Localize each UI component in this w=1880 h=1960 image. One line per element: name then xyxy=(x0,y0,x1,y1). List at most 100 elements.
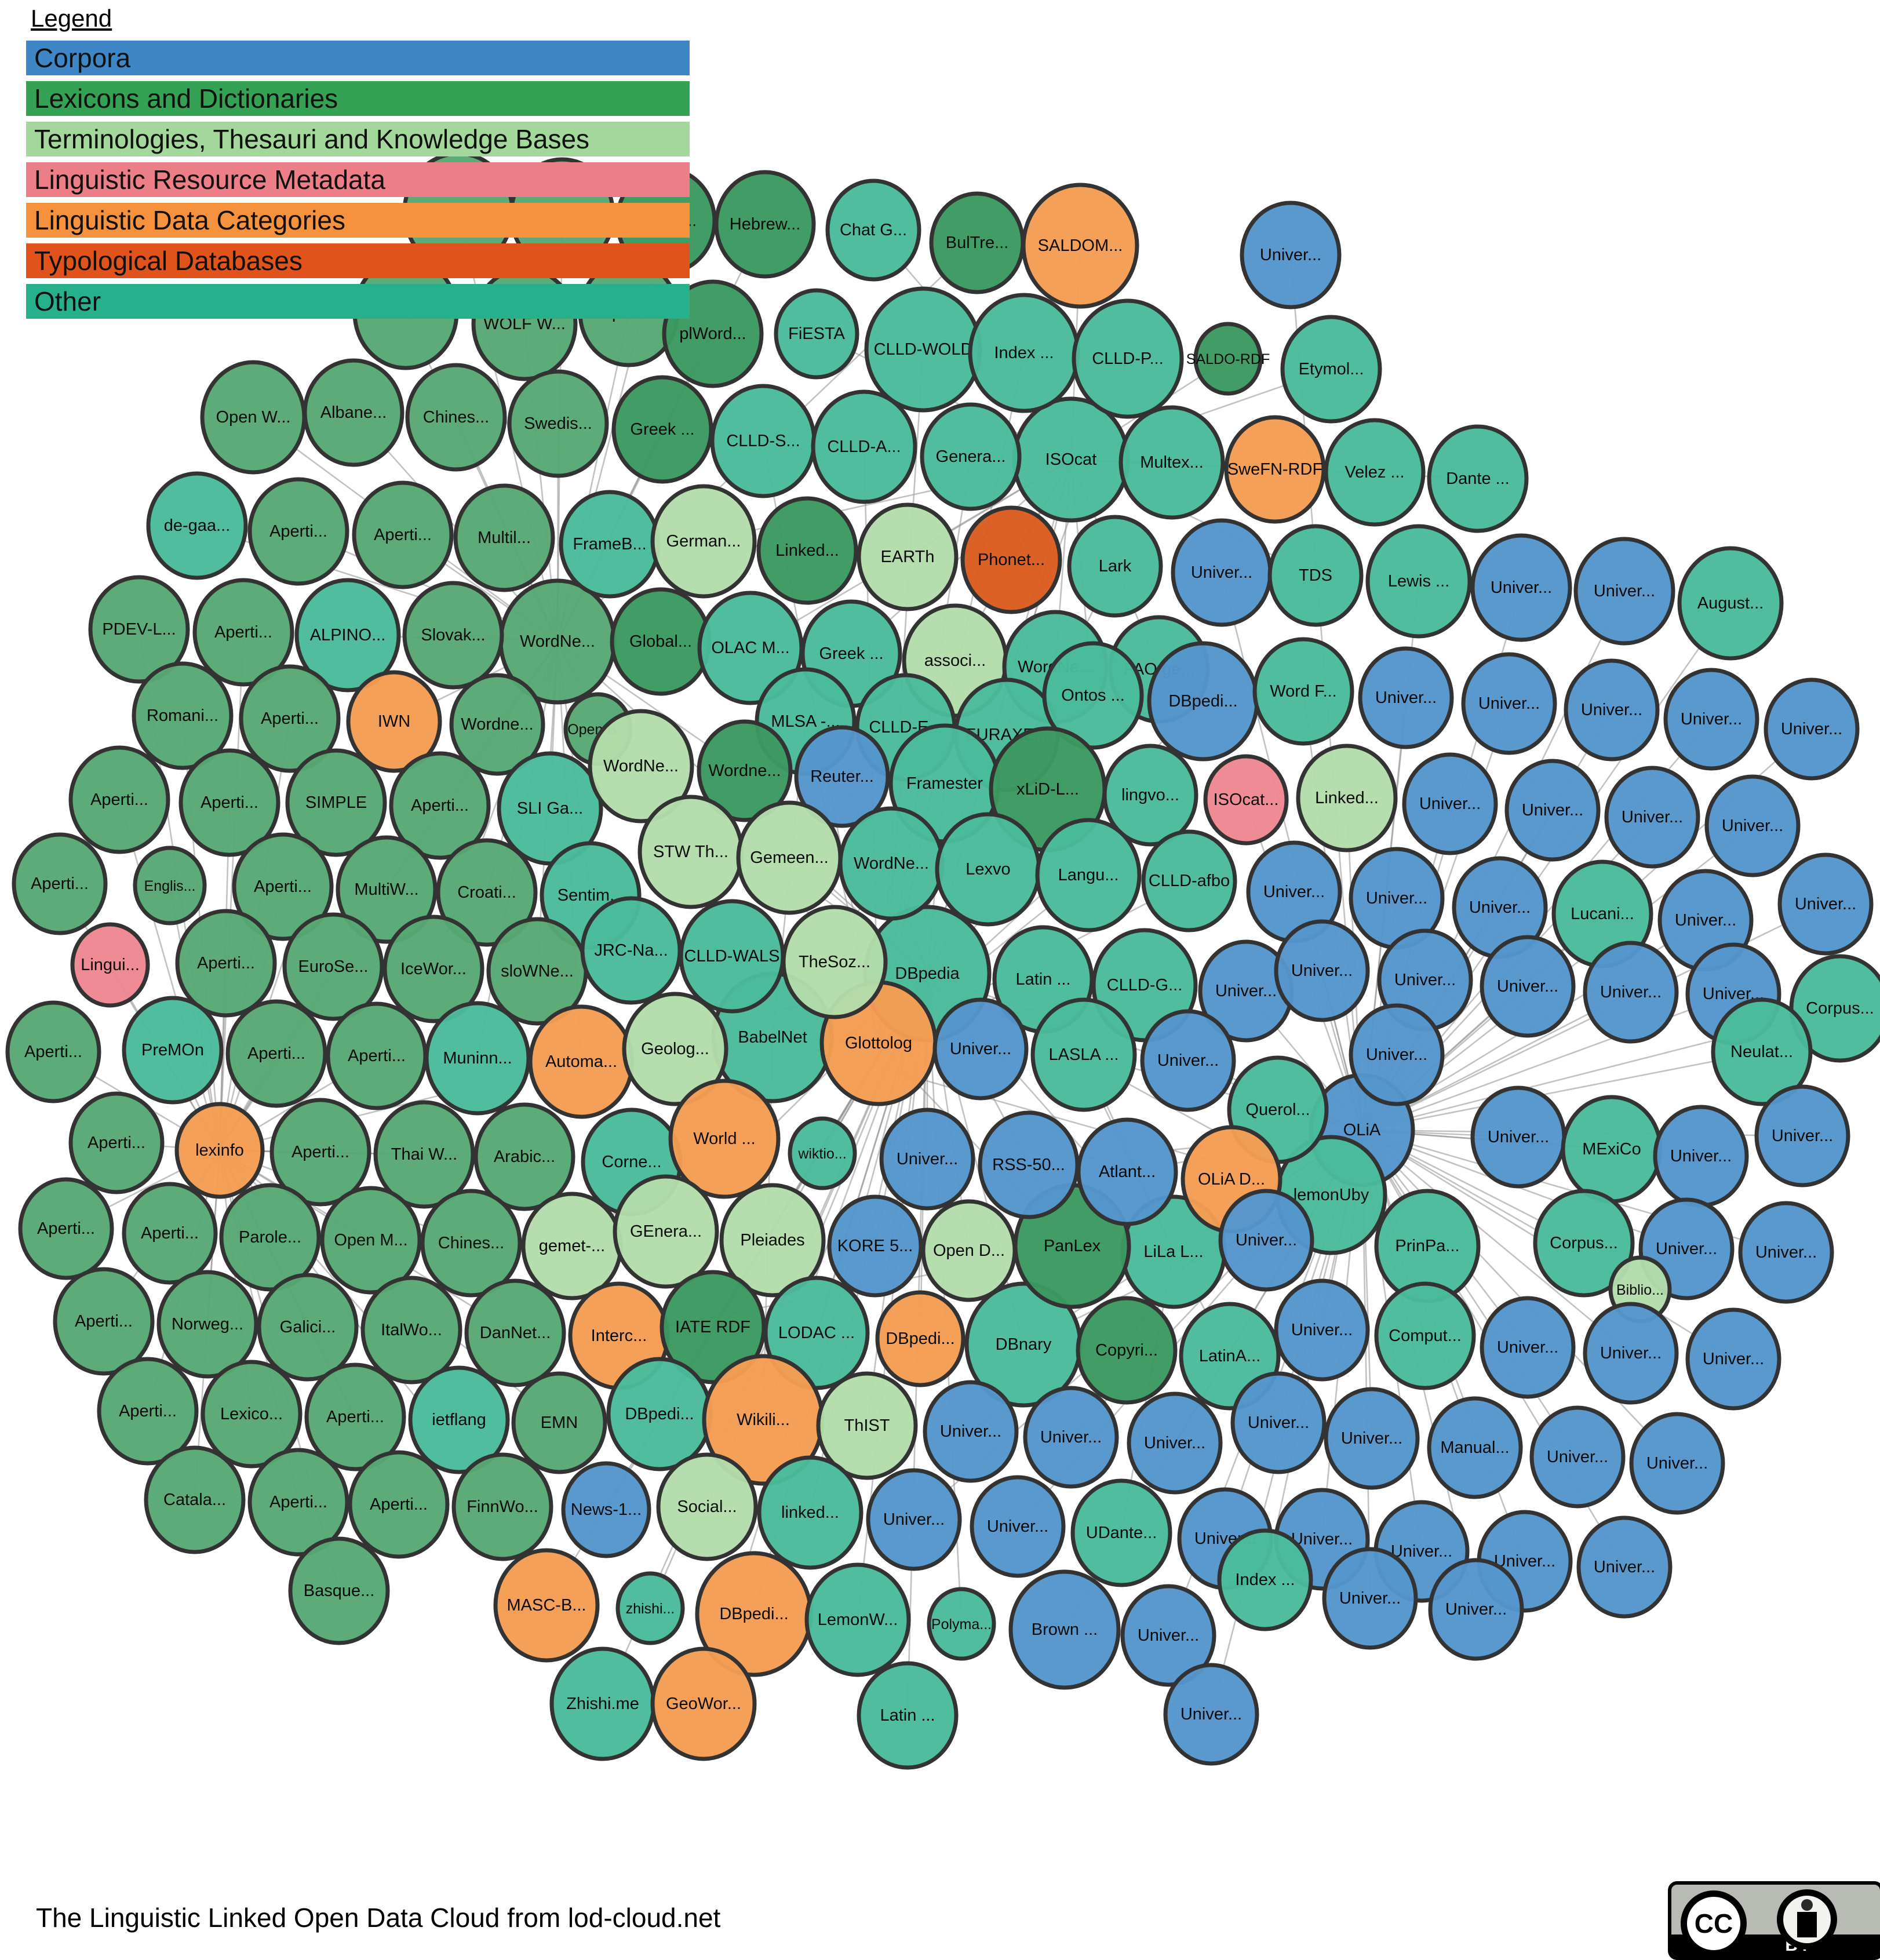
graph-node-thai-w[interactable]: Thai W... xyxy=(373,1100,475,1209)
graph-node-lemonw[interactable]: LemonW... xyxy=(804,1562,911,1677)
graph-node-aperti[interactable]: Aperti... xyxy=(352,480,454,589)
node-circle[interactable] xyxy=(348,1450,450,1559)
graph-node-atlant[interactable]: Atlant... xyxy=(1076,1117,1178,1226)
graph-node-slovak[interactable]: Slovak... xyxy=(402,581,504,690)
graph-node-univer[interactable]: Univer... xyxy=(1171,518,1273,627)
node-circle[interactable] xyxy=(1738,1201,1834,1304)
graph-node-word-f[interactable]: Word F... xyxy=(1252,637,1354,746)
node-circle[interactable] xyxy=(1070,1478,1172,1587)
node-circle[interactable] xyxy=(1427,1396,1523,1499)
graph-node-alpino[interactable]: ALPINO... xyxy=(294,578,401,693)
node-circle[interactable] xyxy=(921,1199,1017,1302)
graph-node-aperti[interactable]: Aperti... xyxy=(178,748,280,857)
node-circle[interactable] xyxy=(269,1098,371,1207)
graph-node-multiw[interactable]: MultiW... xyxy=(336,835,438,944)
graph-node-univer[interactable]: Univer... xyxy=(1274,919,1370,1022)
graph-node-open-m[interactable]: Open M... xyxy=(320,1186,422,1295)
node-circle[interactable] xyxy=(174,1102,265,1199)
graph-node-univer[interactable]: Univer... xyxy=(1324,1387,1420,1490)
cc-by-license-badge[interactable]: CC BY xyxy=(1668,1881,1880,1960)
graph-node-pleiades[interactable]: Pleiades xyxy=(719,1183,826,1298)
graph-node-aperti[interactable]: Aperti... xyxy=(247,1448,349,1557)
node-circle[interactable] xyxy=(1076,1117,1178,1226)
graph-node-lexinfo[interactable]: lexinfo xyxy=(174,1102,265,1199)
graph-node-aperti[interactable]: Aperti... xyxy=(68,745,170,854)
node-circle[interactable] xyxy=(1140,1009,1236,1112)
graph-node-dbpedi[interactable]: DBpedi... xyxy=(875,1290,965,1387)
node-circle[interactable] xyxy=(405,363,507,472)
node-circle[interactable] xyxy=(219,1183,321,1292)
node-circle[interactable] xyxy=(970,1475,1066,1578)
graph-node-sli-ga[interactable]: SLI Ga... xyxy=(497,751,603,866)
graph-node-geolog[interactable]: Geolog... xyxy=(622,992,728,1106)
graph-node-premon[interactable]: PreMOn xyxy=(122,996,224,1105)
graph-node-reuter[interactable]: Reuter... xyxy=(794,725,890,828)
graph-node-norweg[interactable]: Norweg... xyxy=(156,1270,258,1379)
node-circle[interactable] xyxy=(511,1371,607,1474)
graph-node-tds[interactable]: TDS xyxy=(1267,524,1364,627)
graph-node-rss-50[interactable]: RSS-50... xyxy=(978,1110,1080,1219)
node-circle[interactable] xyxy=(781,905,888,1019)
graph-node-aperti[interactable]: Aperti... xyxy=(225,999,327,1108)
node-circle[interactable] xyxy=(757,1455,864,1570)
node-circle[interactable] xyxy=(811,389,917,504)
graph-node-thesoz[interactable]: TheSoz... xyxy=(781,905,888,1019)
node-circle[interactable] xyxy=(1224,415,1326,524)
graph-node-lingui[interactable]: Lingui... xyxy=(70,922,150,1008)
graph-node-isocat[interactable]: ISOcat xyxy=(1012,396,1130,523)
graph-node-index[interactable]: Index ... xyxy=(968,293,1080,413)
node-circle[interactable] xyxy=(464,1278,566,1387)
node-circle[interactable] xyxy=(192,578,294,687)
graph-node-aperti[interactable]: Aperti... xyxy=(232,832,334,941)
graph-node-univer[interactable]: Univer... xyxy=(866,1468,962,1571)
node-circle[interactable] xyxy=(382,915,484,1023)
node-circle[interactable] xyxy=(336,835,438,944)
node-circle[interactable] xyxy=(1529,1405,1626,1509)
node-circle[interactable] xyxy=(1365,524,1472,639)
node-circle[interactable] xyxy=(156,1270,258,1379)
graph-node-world[interactable]: World ... xyxy=(668,1079,781,1199)
graph-node-jrc-na[interactable]: JRC-Na... xyxy=(580,896,682,1005)
graph-node-univer[interactable]: Univer... xyxy=(1402,752,1498,855)
graph-node-univer[interactable]: Univer... xyxy=(879,1107,975,1211)
graph-node-wordne[interactable]: Wordne... xyxy=(697,719,793,822)
graph-node-latin[interactable]: Latin ... xyxy=(857,1661,959,1770)
graph-node-univer[interactable]: Univer... xyxy=(1504,759,1601,862)
graph-node-univer[interactable]: Univer... xyxy=(1685,1307,1781,1411)
graph-node-langu[interactable]: Langu... xyxy=(1035,818,1142,932)
graph-node-aperti[interactable]: Aperti... xyxy=(12,832,108,935)
graph-node-univer[interactable]: Univer... xyxy=(1322,1547,1418,1650)
node-circle[interactable] xyxy=(1023,1386,1119,1489)
graph-node-lucani[interactable]: Lucani... xyxy=(1551,859,1653,968)
node-circle[interactable] xyxy=(68,1091,165,1194)
graph-node-polyma[interactable]: Polyma... xyxy=(927,1587,996,1661)
node-circle[interactable] xyxy=(1322,1547,1418,1650)
graph-node-lingvo[interactable]: lingvo... xyxy=(1102,744,1198,847)
graph-node-comput[interactable]: Comput... xyxy=(1374,1281,1476,1390)
node-circle[interactable] xyxy=(794,725,890,828)
node-circle[interactable] xyxy=(804,1562,911,1677)
node-circle[interactable] xyxy=(473,1102,575,1211)
node-circle[interactable] xyxy=(960,505,1062,614)
graph-node-univer[interactable]: Univer... xyxy=(1428,1558,1524,1661)
graph-node-univer[interactable]: Univer... xyxy=(1127,1391,1223,1495)
graph-node-de-gaa[interactable]: de-gaa... xyxy=(146,471,248,580)
node-circle[interactable] xyxy=(1349,1003,1445,1106)
node-circle[interactable] xyxy=(650,484,757,599)
node-circle[interactable] xyxy=(1240,201,1342,309)
graph-node-dante[interactable]: Dante ... xyxy=(1427,424,1529,533)
graph-node-social[interactable]: Social... xyxy=(656,1452,758,1561)
node-circle[interactable] xyxy=(613,1174,719,1289)
graph-node-august[interactable]: August... xyxy=(1677,546,1784,661)
node-circle[interactable] xyxy=(1677,546,1784,661)
graph-node-aperti[interactable]: Aperti... xyxy=(269,1098,371,1207)
node-circle[interactable] xyxy=(1072,298,1184,419)
graph-node-clld-wold[interactable]: CLLD-WOLD xyxy=(864,286,982,413)
graph-node-univer[interactable]: Univer... xyxy=(1777,853,1874,956)
graph-node-simple[interactable]: SIMPLE xyxy=(285,748,387,857)
node-circle[interactable] xyxy=(201,1360,303,1469)
graph-node-univer[interactable]: Univer... xyxy=(1738,1201,1834,1304)
graph-node-univer[interactable]: Univer... xyxy=(1764,677,1860,781)
graph-node-linked[interactable]: Linked... xyxy=(1296,744,1398,853)
graph-node-univer[interactable]: Univer... xyxy=(932,997,1029,1101)
